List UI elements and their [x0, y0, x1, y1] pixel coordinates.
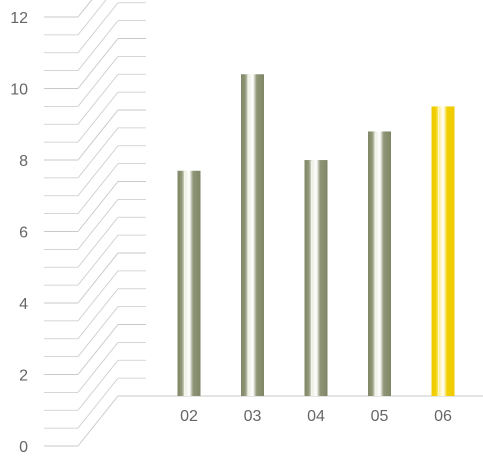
x-tick-label: 03: [244, 408, 262, 425]
bar-03[interactable]: [241, 74, 264, 396]
y-minor-gridline-depth: [77, 199, 119, 250]
gridlines: [44, 0, 146, 447]
y-major-gridline-depth: [77, 38, 119, 89]
y-major-gridline-depth: [77, 181, 119, 232]
y-major-gridline-depth: [77, 252, 119, 304]
y-minor-gridline-depth: [77, 342, 119, 393]
y-tick-label: 0: [19, 439, 28, 454]
y-minor-gridline-depth: [77, 56, 119, 107]
y-minor-gridline-depth: [77, 217, 119, 268]
y-tick-label: 12: [10, 10, 28, 27]
x-tick-label: 06: [434, 408, 452, 425]
y-minor-gridline-depth: [77, 74, 119, 125]
bars-group: [177, 74, 455, 397]
y-minor-gridline-depth: [77, 20, 119, 71]
bar-06[interactable]: [431, 106, 455, 397]
y-major-gridline-depth: [77, 395, 119, 447]
y-minor-gridline-depth: [77, 270, 119, 322]
y-minor-gridline-depth: [77, 127, 119, 179]
x-tick-label: 04: [307, 408, 325, 425]
y-major-gridline-depth: [77, 324, 119, 375]
y-tick-label: 8: [19, 153, 28, 170]
y-minor-gridline-depth: [77, 306, 119, 357]
y-tick-label: 2: [19, 368, 28, 385]
y-tick-label: 10: [10, 82, 28, 99]
bar-02[interactable]: [177, 170, 201, 396]
y-minor-gridline-depth: [77, 377, 119, 429]
x-tick-label: 02: [180, 408, 198, 425]
y-minor-gridline-depth: [77, 145, 119, 196]
y-minor-gridline-depth: [77, 0, 107, 36]
y-major-gridline-depth: [77, 0, 93, 18]
y-minor-gridline-depth: [77, 2, 119, 53]
y-tick-label: 6: [19, 225, 28, 242]
y-tick-label: 4: [19, 296, 28, 313]
y-minor-gridline-depth: [77, 360, 119, 411]
y-minor-gridline-depth: [77, 163, 119, 214]
y-minor-gridline-depth: [77, 288, 119, 339]
x-tick-label: 05: [371, 408, 389, 425]
y-minor-gridline-depth: [77, 91, 119, 143]
bar-04[interactable]: [304, 160, 328, 396]
y-major-gridline-depth: [77, 109, 119, 161]
bar-05[interactable]: [368, 131, 391, 396]
y-minor-gridline-depth: [77, 234, 119, 286]
